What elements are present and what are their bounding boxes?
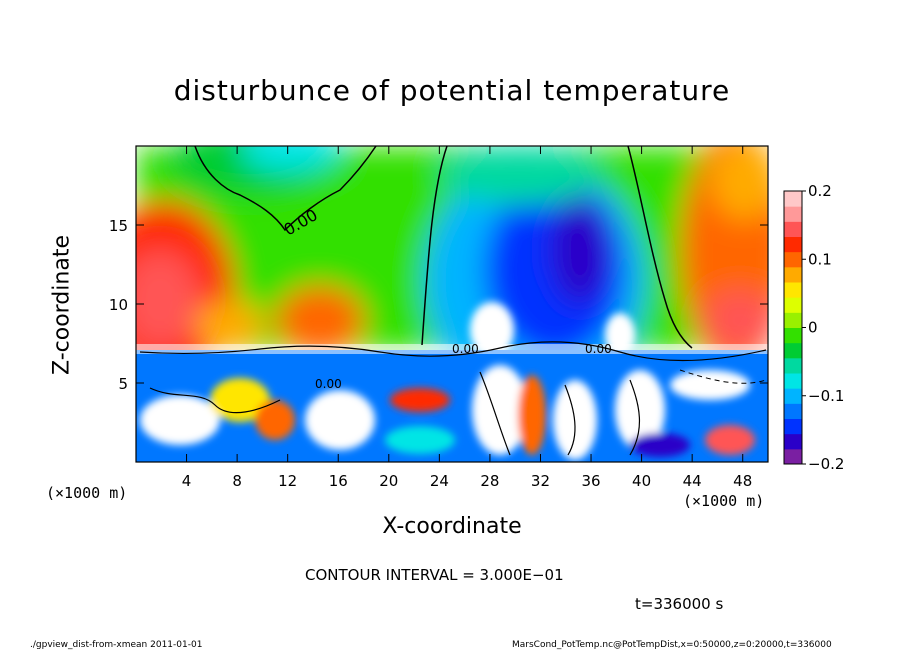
colorbar-swatch [784, 297, 802, 313]
contour-label-3: 0.00 [585, 342, 612, 356]
x-tick-label: 12 [278, 472, 297, 490]
time-text: t=336000 s [635, 595, 724, 613]
colorbar-swatch [784, 433, 802, 450]
colorbar-swatch [784, 206, 802, 222]
footer-right: MarsCond_PotTemp.nc@PotTempDist,x=0:5000… [512, 640, 832, 650]
x-axis-ticks: 4 8 12 16 20 24 28 32 36 40 44 48 [182, 146, 752, 490]
field-warm-mid [275, 285, 365, 355]
x-tick-label: 20 [379, 472, 398, 490]
field-low-white-4 [553, 380, 597, 460]
x-tick-label: 16 [329, 472, 348, 490]
colorbar-tick-label: 0.1 [808, 250, 832, 268]
x-tick-label: 24 [430, 472, 449, 490]
footer-left: ./gpview_dist-from-xmean 2011-01-01 [30, 640, 203, 650]
x-unit-left: (×1000 m) [46, 484, 128, 502]
colorbar-swatch [784, 342, 802, 359]
colorbar-swatch [784, 373, 802, 389]
field-low-white-5 [615, 370, 665, 450]
x-tick-label: 40 [632, 472, 651, 490]
colorbar-swatch [784, 236, 802, 253]
chart-title: disturbunce of potential temperature [173, 74, 731, 107]
contour-line-zero-mid [421, 146, 448, 346]
colorbar-swatch [784, 266, 802, 283]
field-low-cyan [385, 426, 455, 454]
colorbar-swatch [784, 221, 802, 237]
contour-label-2: 0.00 [452, 342, 479, 356]
potential-temperature-field: 0.00 0.00 0.00 0.00 [136, 146, 768, 462]
contour-line-low-1 [149, 387, 281, 414]
colorbar-swatch [784, 312, 802, 328]
field-warm-mid2 [195, 300, 265, 350]
contour-interval-text: CONTOUR INTERVAL = 3.000E−01 [305, 566, 564, 584]
field-low-navy [630, 433, 690, 457]
colorbar-tick-label: 0 [808, 319, 818, 337]
contour-line-boundary [139, 341, 767, 362]
field-warm-right-core [705, 290, 768, 350]
x-tick-label: 28 [480, 472, 499, 490]
colorbar-swatch [784, 403, 802, 419]
colorbar-tick-label: 0.2 [808, 182, 832, 200]
x-unit-right: (×1000 m) [683, 492, 765, 510]
field-low-red-2 [705, 425, 755, 455]
colorbar-swatch [784, 191, 802, 207]
colorbar-swatch [784, 357, 802, 374]
colorbar-swatch [784, 251, 802, 268]
field-low-orange [255, 400, 295, 440]
field-cold-core [550, 195, 610, 305]
contour-label-4: 0.00 [315, 377, 342, 391]
colorbar-swatch [784, 448, 802, 465]
x-tick-label: 8 [232, 472, 242, 490]
colorbar-swatch [784, 282, 802, 298]
contour-line-zero-right [627, 146, 693, 349]
y-tick-label: 15 [109, 217, 128, 235]
contour-line-low-3 [564, 384, 576, 456]
x-tick-label: 32 [531, 472, 550, 490]
y-axis-ticks: 5 10 15 [109, 217, 768, 393]
colorbar-swatch [784, 388, 802, 404]
field-boundary-band [136, 344, 768, 354]
y-tick-label: 5 [118, 375, 128, 393]
field-low-orange-2 [518, 375, 546, 455]
colorbar: 0.2 0.1 0 −0.1 −0.2 [783, 182, 844, 473]
x-tick-label: 48 [733, 472, 752, 490]
colorbar-swatch [784, 327, 802, 344]
field-cyan-top [240, 146, 340, 172]
field-low-red-1 [390, 388, 450, 412]
contour-line-low-dash [679, 369, 767, 384]
x-tick-label: 4 [182, 472, 192, 490]
x-axis-label: X-coordinate [382, 514, 522, 539]
contour-line-low-2 [479, 371, 511, 456]
field-low-white-1 [140, 395, 220, 445]
colorbar-tick-label: −0.2 [808, 455, 844, 473]
field-warm-left-core [136, 250, 200, 350]
x-tick-label: 36 [581, 472, 600, 490]
field-low-white-6 [670, 370, 750, 400]
field-low-white-2 [305, 390, 375, 450]
contour-line-zero-left [194, 146, 377, 232]
contour-line-low-4 [629, 379, 640, 456]
colorbar-swatch [784, 418, 802, 435]
y-tick-label: 10 [109, 296, 128, 314]
field-cool-top-right [440, 146, 600, 205]
colorbar-tick-label: −0.1 [808, 387, 844, 405]
field-warm-right-top [710, 146, 768, 220]
x-tick-label: 44 [683, 472, 702, 490]
